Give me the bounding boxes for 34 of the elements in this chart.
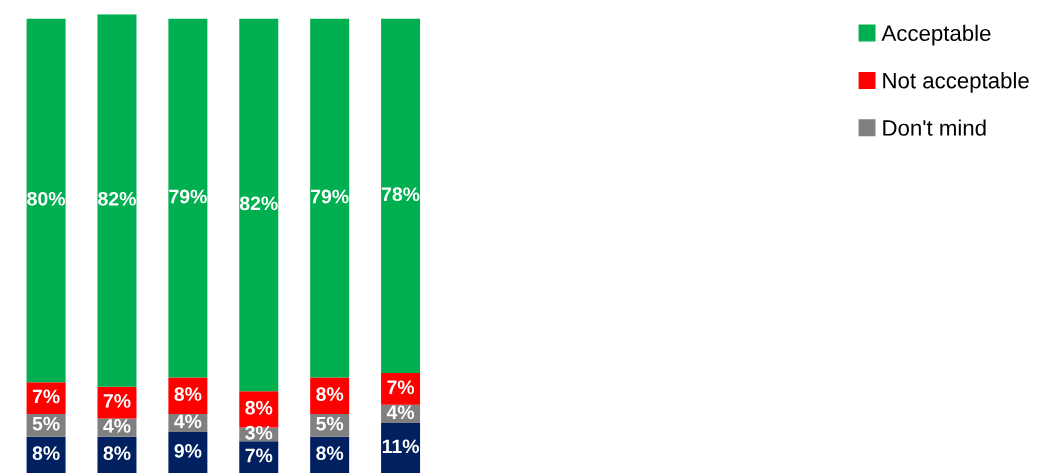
data-label: 3% — [245, 425, 273, 440]
bar — [310, 18, 350, 378]
data-label: 79% — [169, 189, 207, 204]
bar — [26, 18, 66, 383]
data-label: 7% — [103, 394, 131, 408]
data-label: 7% — [387, 380, 415, 395]
data-label: 4% — [386, 405, 415, 420]
data-label: 8% — [316, 387, 344, 401]
bar — [239, 441, 279, 473]
bar — [168, 18, 208, 378]
data-label: 5% — [316, 416, 344, 431]
data-label: 4% — [103, 419, 131, 433]
data-label: 80% — [27, 191, 66, 206]
data-label: 82% — [239, 196, 278, 211]
data-label: 5% — [32, 416, 60, 431]
data-label: 82% — [98, 191, 136, 206]
legend-label: Don't mind — [883, 119, 986, 136]
data-label: 11% — [382, 439, 419, 454]
data-label: 8% — [103, 446, 131, 461]
data-label: 79% — [311, 189, 349, 204]
data-label: 9% — [174, 444, 202, 458]
data-label: 8% — [316, 446, 344, 461]
legend-label: Acceptable — [881, 24, 991, 46]
bar — [97, 14, 137, 387]
data-label: 7% — [245, 448, 273, 463]
bar — [239, 18, 279, 392]
data-label: 4% — [174, 414, 202, 429]
bar — [381, 18, 421, 374]
data-label: 8% — [174, 387, 202, 401]
data-label: 8% — [32, 446, 60, 461]
data-label: 78% — [381, 187, 420, 202]
data-label: 7% — [32, 389, 60, 404]
data-label: 8% — [245, 400, 273, 415]
legend-label: Not acceptable — [883, 72, 1029, 93]
